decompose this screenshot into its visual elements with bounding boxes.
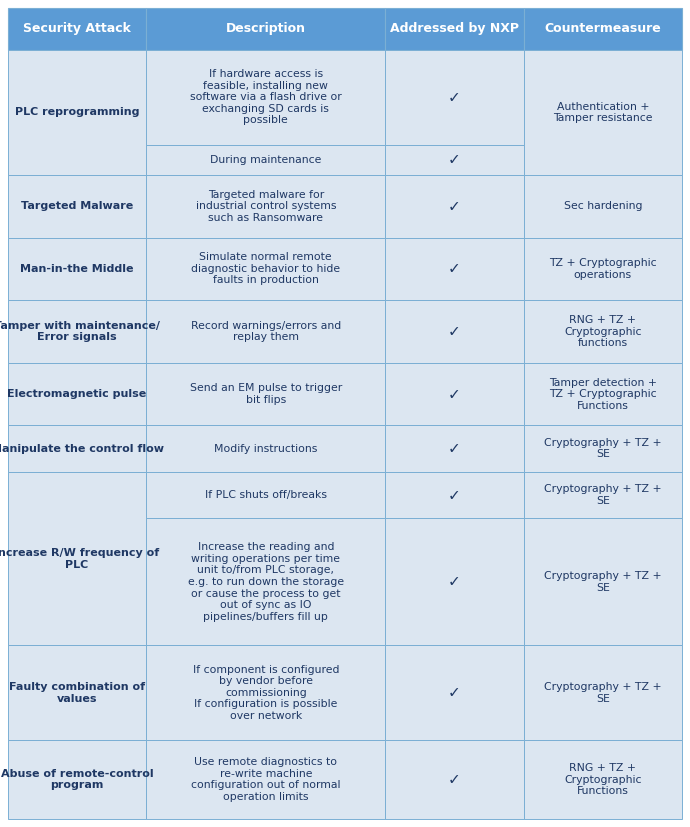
Text: ✓: ✓ [448,386,461,402]
Bar [524,472,682,519]
Bar [146,472,386,519]
Bar [8,363,146,425]
Bar [386,175,524,237]
Text: Tamper with maintenance/
Error signals: Tamper with maintenance/ Error signals [0,321,160,342]
Text: Manipulate the control flow: Manipulate the control flow [0,443,164,454]
Bar [524,645,682,740]
Text: Man-in-the Middle: Man-in-the Middle [20,264,134,274]
Text: Use remote diagnostics to
re-write machine
configuration out of normal
operation: Use remote diagnostics to re-write machi… [191,758,341,802]
Bar [524,363,682,425]
Text: Sec hardening: Sec hardening [564,201,642,211]
Text: Description: Description [226,22,306,36]
Bar [386,8,524,50]
Bar [8,50,146,175]
Text: ✓: ✓ [448,575,461,590]
Text: Cryptography + TZ +
SE: Cryptography + TZ + SE [544,485,662,506]
Bar [524,175,682,237]
Bar [524,300,682,363]
Bar [146,175,386,237]
Text: ✓: ✓ [448,686,461,700]
Bar [524,519,682,645]
Text: Countermeasure: Countermeasure [544,22,661,36]
Text: ✓: ✓ [448,488,461,503]
Text: Increase the reading and
writing operations per time
unit to/from PLC storage,
e: Increase the reading and writing operati… [188,543,344,622]
Text: Simulate normal remote
diagnostic behavior to hide
faults in production: Simulate normal remote diagnostic behavi… [191,252,340,285]
Text: RNG + TZ +
Cryptographic
functions: RNG + TZ + Cryptographic functions [564,315,642,348]
Bar [8,472,146,645]
Text: Faulty combination of
values: Faulty combination of values [9,682,145,704]
Bar [386,363,524,425]
Text: ✓: ✓ [448,324,461,339]
Bar [146,363,386,425]
Bar [386,300,524,363]
Bar [146,237,386,300]
Bar [8,8,146,50]
Text: ✓: ✓ [448,89,461,105]
Text: Record warnings/errors and
replay them: Record warnings/errors and replay them [190,321,341,342]
Bar [146,300,386,363]
Text: During maintenance: During maintenance [210,155,322,165]
Bar [524,237,682,300]
Text: ✓: ✓ [448,198,461,213]
Bar [8,300,146,363]
Text: Cryptography + TZ +
SE: Cryptography + TZ + SE [544,437,662,460]
Bar [146,740,386,819]
Text: Increase R/W frequency of
PLC: Increase R/W frequency of PLC [0,548,159,570]
Bar [386,645,524,740]
Bar [386,50,524,145]
Text: Addressed by NXP: Addressed by NXP [390,22,519,36]
Text: Tamper detection +
TZ + Cryptographic
Functions: Tamper detection + TZ + Cryptographic Fu… [549,377,657,411]
Text: Abuse of remote-control
program: Abuse of remote-control program [1,769,153,791]
Bar [524,8,682,50]
Bar [386,145,524,175]
Bar [524,425,682,472]
Text: Modify instructions: Modify instructions [214,443,317,454]
Text: Send an EM pulse to trigger
bit flips: Send an EM pulse to trigger bit flips [190,384,342,405]
Bar [8,237,146,300]
Bar [8,645,146,740]
Text: Security Attack: Security Attack [23,22,131,36]
Bar [386,425,524,472]
Bar [386,740,524,819]
Bar [524,50,682,175]
Text: If PLC shuts off/breaks: If PLC shuts off/breaks [205,490,327,500]
Text: ✓: ✓ [448,261,461,276]
Bar [524,740,682,819]
Bar [8,175,146,237]
Bar [8,740,146,819]
Text: ✓: ✓ [448,152,461,167]
Bar [146,145,386,175]
Text: PLC reprogramming: PLC reprogramming [14,108,139,117]
Bar [8,425,146,472]
Text: Electromagnetic pulse: Electromagnetic pulse [8,390,147,399]
Text: Cryptography + TZ +
SE: Cryptography + TZ + SE [544,682,662,704]
Text: If hardware access is
feasible, installing new
software via a flash drive or
exc: If hardware access is feasible, installi… [190,69,342,126]
Text: If component is configured
by vendor before
commissioning
If configuration is po: If component is configured by vendor bef… [193,665,339,721]
Bar [146,519,386,645]
Bar [146,50,386,145]
Text: Targeted Malware: Targeted Malware [21,201,133,211]
Bar [386,472,524,519]
Text: Cryptography + TZ +
SE: Cryptography + TZ + SE [544,571,662,593]
Bar [146,425,386,472]
Text: Targeted malware for
industrial control systems
such as Ransomware: Targeted malware for industrial control … [195,189,336,223]
Text: Authentication +
Tamper resistance: Authentication + Tamper resistance [553,102,653,123]
Text: ✓: ✓ [448,441,461,457]
Text: TZ + Cryptographic
operations: TZ + Cryptographic operations [549,258,657,280]
Text: RNG + TZ +
Cryptographic
Functions: RNG + TZ + Cryptographic Functions [564,763,642,796]
Bar [146,8,386,50]
Bar [386,519,524,645]
Bar [386,237,524,300]
Text: ✓: ✓ [448,772,461,787]
Bar [146,645,386,740]
